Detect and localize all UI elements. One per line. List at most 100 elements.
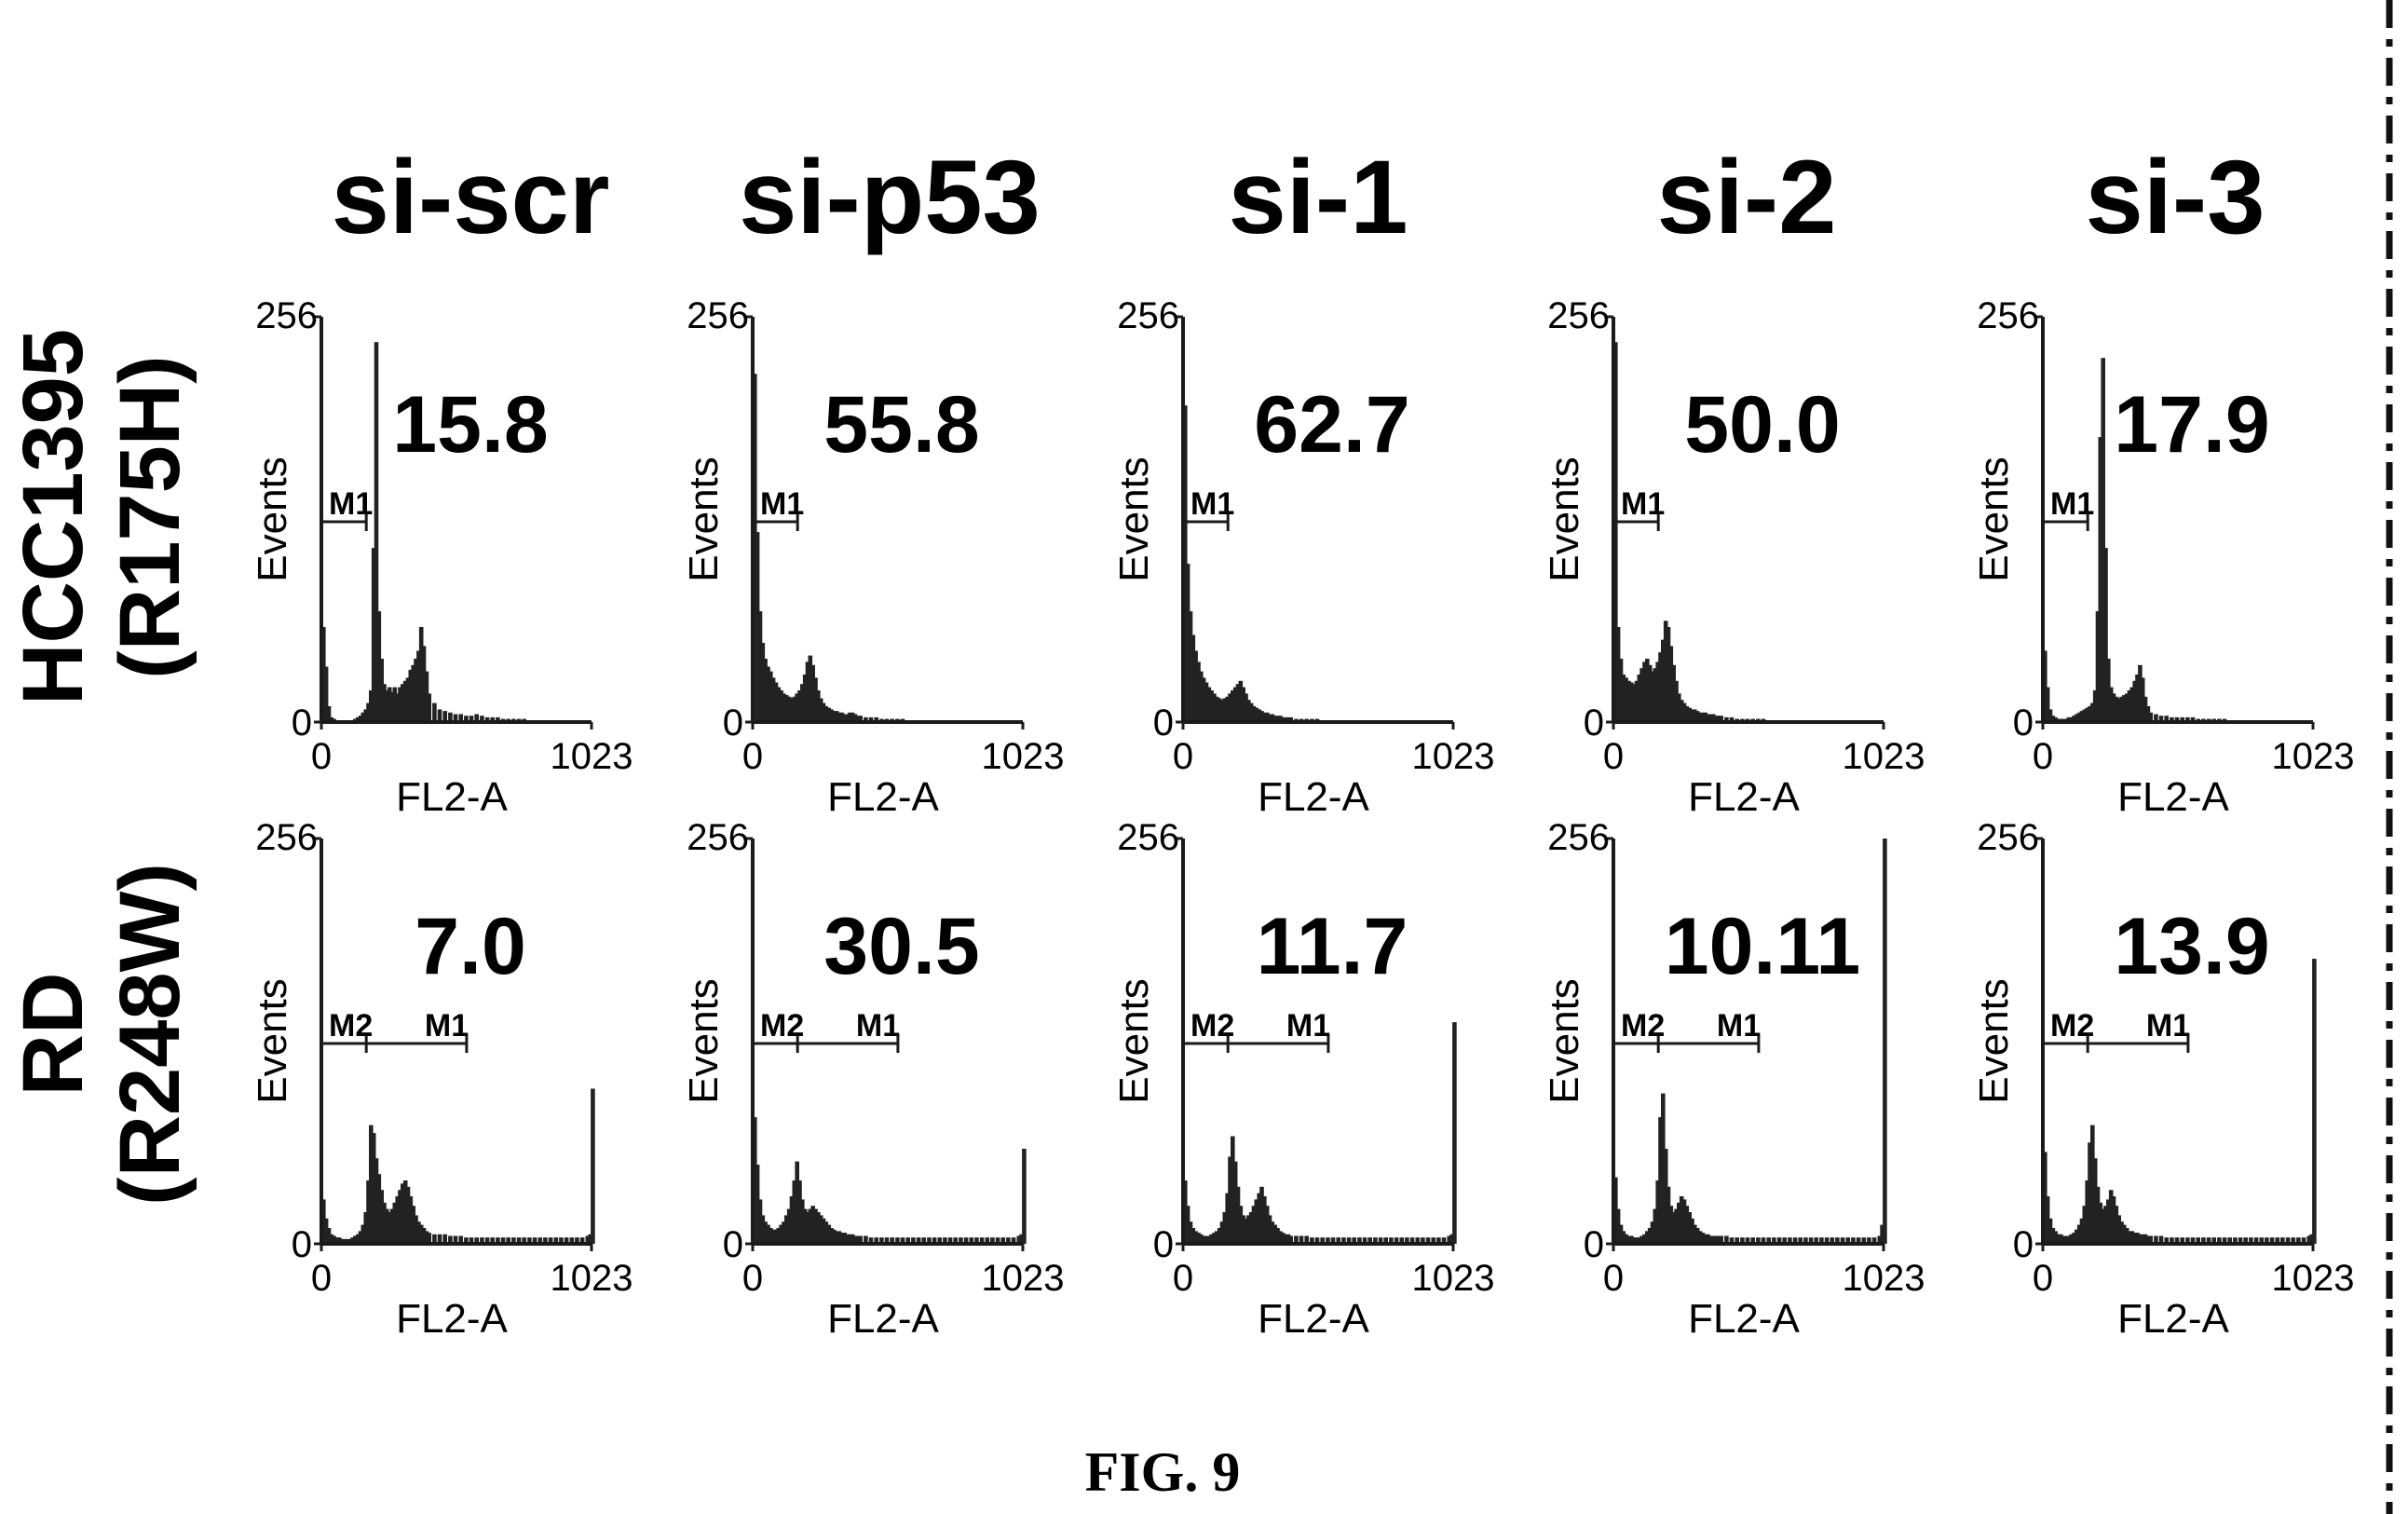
- y-tick-label: 0: [723, 1224, 743, 1265]
- histogram-bar: [500, 1237, 506, 1244]
- histogram-bar: [355, 1234, 361, 1244]
- histogram-bar: [943, 1237, 947, 1244]
- histogram-bar: [2180, 1237, 2184, 1244]
- x-tick-label: 1023: [1412, 736, 1495, 777]
- histogram-bar: [792, 1180, 797, 1244]
- histogram-bar: [2158, 716, 2164, 722]
- histogram-bar: [2076, 712, 2082, 722]
- histogram-bar: [839, 1233, 845, 1244]
- histogram-bar: [2108, 687, 2114, 722]
- histogram-bar: [1658, 652, 1663, 722]
- x-tick-label: 1023: [1412, 1258, 1495, 1299]
- histogram-bar: [1251, 706, 1257, 722]
- histogram-bar: [797, 690, 802, 722]
- x-tick-label: 0: [2033, 1258, 2053, 1299]
- histogram-bar: [2265, 1237, 2269, 1244]
- histogram-bar: [395, 693, 400, 722]
- histogram-panel: 256 00 1023 FL2-A Events M2 M1 11.7: [1111, 817, 1494, 1342]
- histogram-bar: [339, 1238, 345, 1244]
- histogram-bar: [569, 1237, 575, 1244]
- x-tick-label: 0: [311, 1258, 332, 1299]
- histogram-bar: [2090, 1125, 2095, 1244]
- histogram-bar: [442, 1234, 447, 1244]
- histogram-bar: [1830, 1237, 1835, 1244]
- histogram-bar: [1320, 1237, 1325, 1244]
- histogram-bar: [1206, 687, 1212, 722]
- histogram-bar: [1215, 1231, 1219, 1244]
- histogram-bar: [1217, 698, 1222, 722]
- histogram-bar: [1661, 1093, 1666, 1244]
- histogram-bar: [795, 693, 799, 722]
- histogram-bar: [2043, 1152, 2047, 1244]
- histogram-bar: [1231, 1136, 1235, 1244]
- histogram-bar: [2129, 687, 2135, 722]
- histogram-bar: [2135, 675, 2140, 722]
- histogram-bar: [1618, 659, 1624, 722]
- histogram-bar: [1259, 1186, 1264, 1244]
- histogram-bar: [469, 1237, 474, 1244]
- histogram-bar: [1190, 634, 1196, 722]
- histogram-bar: [1204, 1235, 1209, 1244]
- histogram-bar: [1409, 1237, 1415, 1244]
- histogram-bar: [864, 716, 868, 722]
- histogram-bar: [382, 684, 387, 722]
- histogram-bar: [1724, 716, 1729, 722]
- histogram-bar: [1621, 1231, 1626, 1244]
- histogram-bar: [1262, 712, 1267, 722]
- histogram-bar: [2124, 693, 2129, 722]
- histogram-panel: 256 00 1023 FL2-A Events M2 M1 30.5: [681, 817, 1064, 1342]
- histogram-bar: [2095, 1186, 2101, 1244]
- histogram-bar: [1217, 1228, 1222, 1244]
- histogram-bar: [408, 1196, 414, 1244]
- histogram-bar: [1634, 1237, 1639, 1244]
- histogram-bar: [484, 1237, 490, 1244]
- histogram-bar: [770, 677, 776, 722]
- histogram-bar: [2227, 1237, 2232, 1244]
- histogram-bar: [959, 1237, 963, 1244]
- y-tick-label: 256: [255, 295, 318, 336]
- histogram-bar: [1244, 1218, 1248, 1244]
- histogram-bar: [385, 1208, 389, 1244]
- histogram-bar: [2132, 1233, 2137, 1244]
- histogram-bar: [442, 711, 447, 722]
- histogram-bar: [805, 662, 810, 722]
- histogram-bar: [453, 1235, 458, 1244]
- histogram-bar: [1341, 1237, 1346, 1244]
- histogram-bar: [848, 712, 852, 722]
- histogram-bar: [437, 709, 442, 722]
- histogram-bar: [2114, 696, 2119, 722]
- histogram-bar: [1634, 680, 1639, 722]
- histogram-bar: [1257, 1193, 1261, 1244]
- histogram-bar: [1687, 707, 1692, 722]
- histogram-bar: [1710, 714, 1716, 722]
- histogram-bar: [2114, 1206, 2119, 1244]
- histogram-bar: [2106, 1199, 2111, 1244]
- histogram-bar: [389, 1208, 395, 1244]
- histogram-bar: [1235, 1186, 1241, 1244]
- histogram-bar: [579, 1237, 585, 1244]
- y-axis-title: Events: [1111, 978, 1157, 1104]
- histogram-bar: [789, 698, 795, 722]
- histogram-bar: [1642, 1234, 1647, 1244]
- x-tick-label: 0: [1173, 1258, 1193, 1299]
- histogram-bar: [842, 1233, 847, 1244]
- histogram-bar: [800, 684, 805, 722]
- histogram-bar: [855, 716, 861, 722]
- histogram-bar: [2269, 1237, 2275, 1244]
- histogram-bar: [2082, 1206, 2088, 1244]
- histogram-bar: [813, 677, 818, 722]
- histogram-bar: [2170, 716, 2174, 722]
- histogram-bar: [1362, 1237, 1367, 1244]
- histogram-bar: [2082, 709, 2088, 722]
- histogram-bar: [1190, 1228, 1196, 1244]
- histogram-bar: [784, 1215, 789, 1244]
- percentage-label: 30.5: [823, 902, 979, 991]
- histogram-bar: [895, 1237, 900, 1244]
- histogram-bar: [1650, 671, 1655, 722]
- y-tick-label: 0: [2013, 702, 2034, 743]
- y-tick-label: 0: [1153, 702, 1174, 743]
- histogram-bar: [2101, 1208, 2105, 1244]
- histogram-bar: [366, 1180, 371, 1244]
- histogram-bar: [1270, 714, 1275, 722]
